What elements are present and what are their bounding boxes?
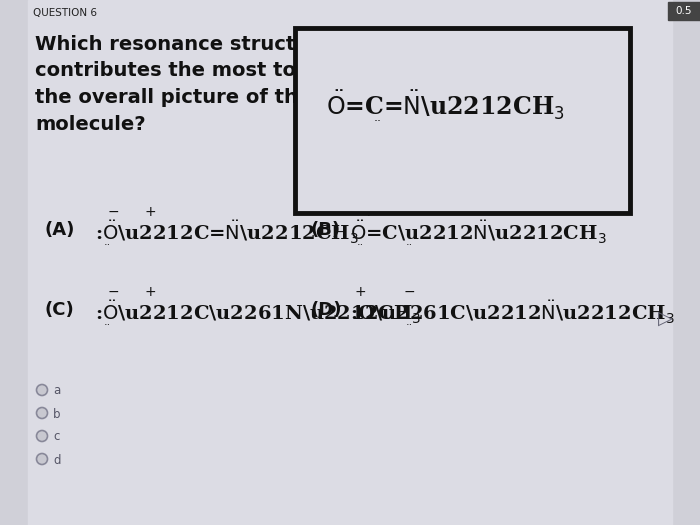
Circle shape (36, 454, 48, 465)
Text: a: a (53, 384, 60, 397)
Text: (B): (B) (310, 221, 340, 239)
Text: 0.5: 0.5 (676, 6, 692, 16)
Text: :$\ddot{\rm O}$\u2212C=$\ddot{\rm N}$\u2212CH$_3$: :$\ddot{\rm O}$\u2212C=$\ddot{\rm N}$\u2… (95, 218, 359, 246)
Text: ··: ·· (104, 320, 111, 330)
Text: ··: ·· (405, 320, 412, 330)
Text: −: − (107, 205, 119, 219)
Bar (295, 28, 630, 213)
Bar (668, 2, 700, 20)
Text: (D): (D) (310, 301, 342, 319)
Text: ··: ·· (374, 115, 382, 128)
Text: :$\ddot{\rm O}$\u2212C\u2261N\u2212CH$_3$: :$\ddot{\rm O}$\u2212C\u2261N\u2212CH$_3… (95, 298, 421, 326)
Text: ▷: ▷ (658, 309, 673, 328)
Text: +: + (362, 205, 374, 219)
Text: +: + (354, 285, 366, 299)
Text: −: − (107, 285, 119, 299)
Text: b: b (53, 407, 60, 421)
Text: +: + (144, 285, 156, 299)
Circle shape (36, 407, 48, 418)
Text: Which resonance structure
contributes the most to
the overall picture of this
mo: Which resonance structure contributes th… (35, 35, 332, 133)
Text: d: d (53, 454, 60, 467)
Text: (C): (C) (45, 301, 75, 319)
Text: QUESTION 6: QUESTION 6 (33, 8, 97, 18)
Circle shape (36, 430, 48, 442)
Text: $\ddot{\rm O}$=C\u2212$\ddot{\rm N}$\u2212CH$_3$: $\ddot{\rm O}$=C\u2212$\ddot{\rm N}$\u22… (350, 218, 607, 246)
Text: +: + (144, 205, 156, 219)
Text: −: − (403, 285, 415, 299)
Text: ··: ·· (405, 240, 412, 250)
Text: $\ddot{\rm O}$=C=$\ddot{\rm N}$\u2212CH$_3$: $\ddot{\rm O}$=C=$\ddot{\rm N}$\u2212CH$… (326, 89, 565, 122)
Text: ··: ·· (356, 240, 363, 250)
Text: −: − (397, 205, 409, 219)
Text: :O\u2261C\u2212$\ddot{\rm N}$\u2212CH$_3$: :O\u2261C\u2212$\ddot{\rm N}$\u2212CH$_3… (350, 298, 675, 326)
Text: c: c (53, 430, 60, 444)
Circle shape (36, 384, 48, 395)
Text: (A): (A) (45, 221, 76, 239)
Text: ··: ·· (104, 240, 111, 250)
